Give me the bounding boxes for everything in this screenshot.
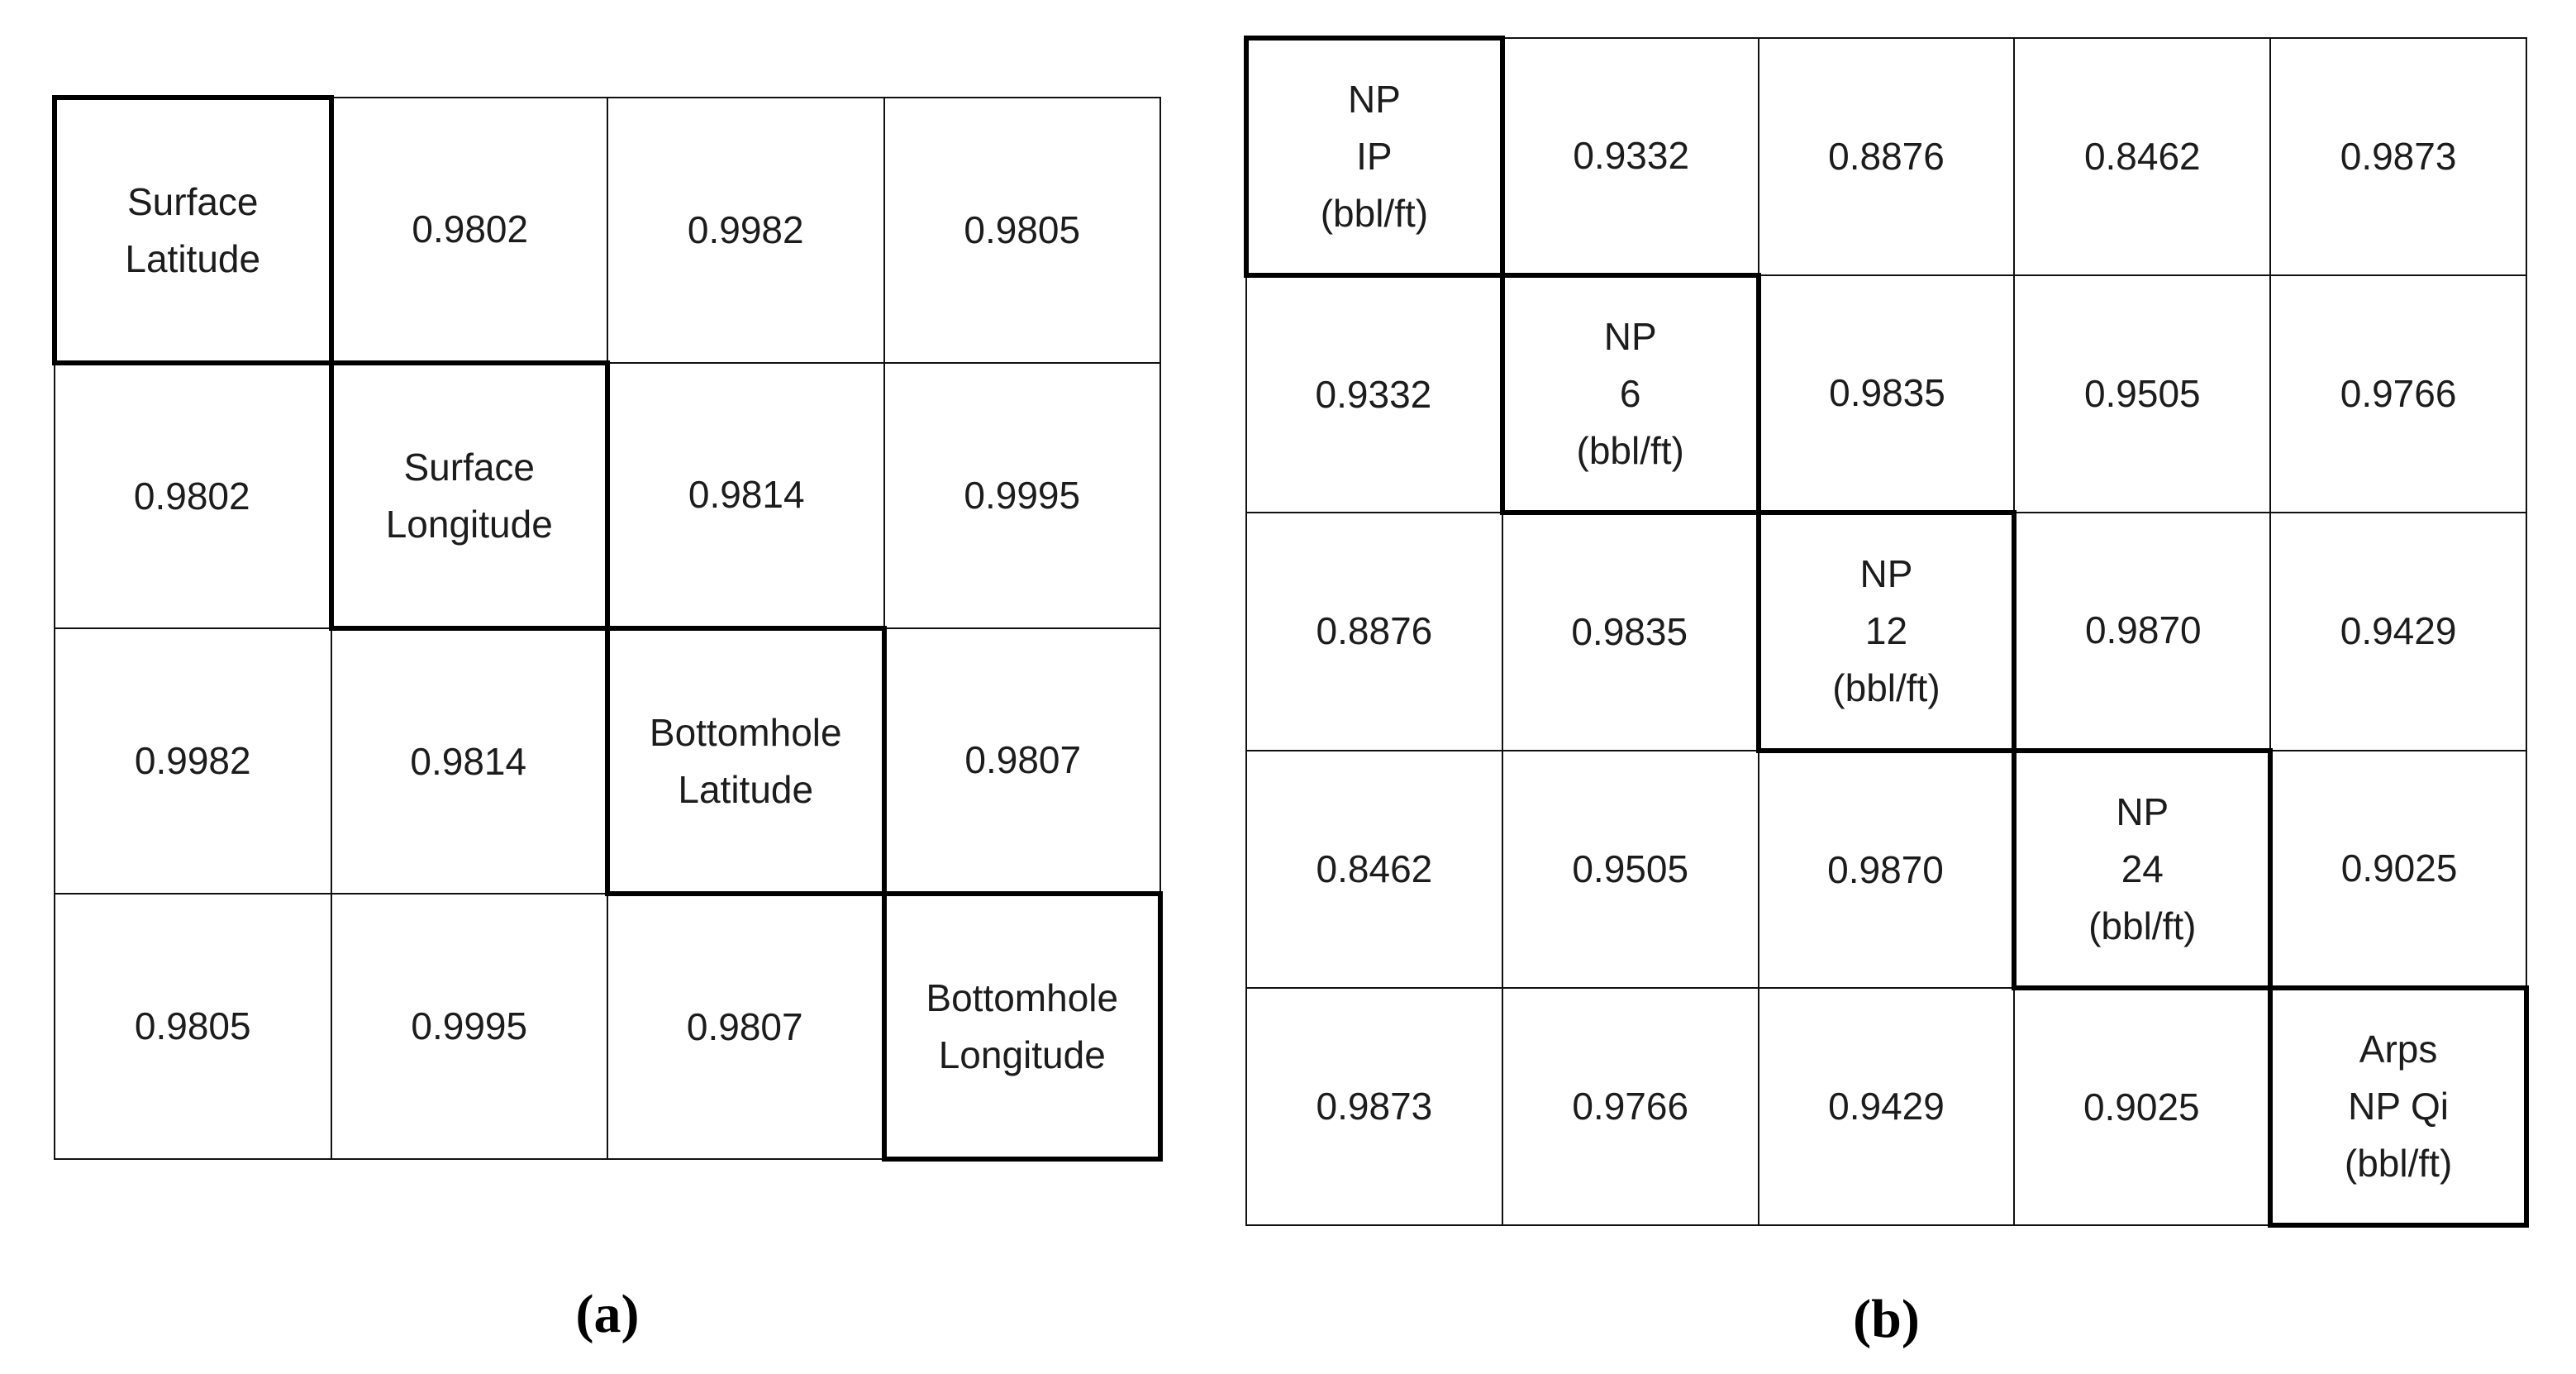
matrix-a-row: 0.9982 0.9814 Bottomhole Latitude 0.9807 [54,626,1161,896]
matrix-a-diagonal-variable-cell: Surface Longitude [328,360,610,631]
correlation-matrix-b: NP IP (bbl/ft) 0.9332 0.8876 0.8462 0.9873 0.… [1244,35,2529,1228]
matrix-a-row: 0.9805 0.9995 0.9807 Bottomhole Longitude [54,891,1163,1162]
matrix-a-correlation-value-cell: 0.9807 [607,893,885,1160]
matrix-b-correlation-value-cell: 0.8876 [1245,512,1503,751]
matrix-b-correlation-value-cell: 0.8462 [1245,749,1503,989]
matrix-b-correlation-value-cell: 0.9766 [2269,274,2527,514]
matrix-b-correlation-value-cell: 0.9025 [2013,986,2272,1227]
matrix-b-diagonal-variable-cell: NP 12 (bbl/ft) [1755,510,2017,753]
matrix-b-correlation-value-cell: 0.9870 [1757,749,2016,989]
matrix-b-diagonal-variable-cell: NP IP (bbl/ft) [1244,35,1505,279]
matrix-b-correlation-value-cell: 0.9505 [1501,749,1759,989]
matrix-b-correlation-value-cell: 0.9025 [2269,749,2527,989]
matrix-b-row: 0.8876 0.9835 NP 12 (bbl/ft) 0.9870 0.9429 [1245,510,2527,753]
matrix-b-row: NP IP (bbl/ft) 0.9332 0.8876 0.8462 0.9873 [1244,35,2527,279]
matrix-b-row: 0.8462 0.9505 0.9870 NP 24 (bbl/ft) 0.9025 [1245,747,2527,990]
matrix-b-diagonal-variable-cell: Arps NP Qi (bbl/ft) [2268,985,2529,1228]
matrix-a-row: Surface Latitude 0.9802 0.9982 0.9805 [52,95,1161,365]
correlation-matrix-a-body: Surface Latitude 0.9802 0.9982 0.9805 0.9802… [52,95,1163,1162]
matrix-a-correlation-value-cell: 0.9814 [330,627,608,895]
matrix-a-correlation-value-cell: 0.9805 [883,97,1161,364]
matrix-b-correlation-value-cell: 0.9873 [2269,36,2527,277]
correlation-matrix-a: Surface Latitude 0.9802 0.9982 0.9805 0.9802… [52,95,1163,1162]
panel-a-caption: (a) [575,1284,640,1344]
panel-b-caption: (b) [1853,1289,1920,1349]
correlation-matrix-b-body: NP IP (bbl/ft) 0.9332 0.8876 0.8462 0.9873 0.… [1244,35,2529,1228]
matrix-b-correlation-value-cell: 0.9835 [1757,274,2016,514]
matrix-b-correlation-value-cell: 0.9873 [1245,986,1503,1227]
matrix-b-correlation-value-cell: 0.9835 [1501,512,1759,751]
matrix-a-diagonal-variable-cell: Surface Latitude [52,95,334,365]
matrix-b-correlation-value-cell: 0.9332 [1501,36,1759,277]
matrix-a-correlation-value-cell: 0.9995 [883,362,1161,629]
matrix-b-correlation-value-cell: 0.9766 [1501,986,1759,1227]
matrix-a-diagonal-variable-cell: Bottomhole Longitude [881,891,1163,1162]
matrix-b-correlation-value-cell: 0.9429 [2269,512,2527,751]
matrix-a-correlation-value-cell: 0.9995 [330,893,608,1160]
matrix-b-row: 0.9873 0.9766 0.9429 0.9025 Arps NP Qi (bbl/… [1245,985,2529,1228]
matrix-b-diagonal-variable-cell: NP 24 (bbl/ft) [2012,747,2274,990]
matrix-a-correlation-value-cell: 0.9807 [883,627,1161,895]
matrix-b-correlation-value-cell: 0.8462 [2013,36,2272,277]
matrix-a-correlation-value-cell: 0.9805 [54,893,332,1160]
matrix-b-correlation-value-cell: 0.9870 [2013,512,2272,751]
matrix-b-row: 0.9332 NP 6 (bbl/ft) 0.9835 0.9505 0.9766 [1245,273,2527,516]
matrix-a-correlation-value-cell: 0.9982 [607,97,885,364]
matrix-a-correlation-value-cell: 0.9802 [330,97,608,364]
matrix-b-correlation-value-cell: 0.9505 [2013,274,2272,514]
matrix-b-diagonal-variable-cell: NP 6 (bbl/ft) [1499,273,1761,516]
matrix-a-diagonal-variable-cell: Bottomhole Latitude [605,626,887,896]
matrix-a-correlation-value-cell: 0.9802 [54,362,332,629]
matrix-a-correlation-value-cell: 0.9982 [54,627,332,895]
matrix-b-correlation-value-cell: 0.9429 [1757,986,2016,1227]
matrix-a-correlation-value-cell: 0.9814 [607,362,885,629]
matrix-a-row: 0.9802 Surface Longitude 0.9814 0.9995 [54,360,1161,631]
matrix-b-correlation-value-cell: 0.9332 [1245,274,1503,514]
matrix-b-correlation-value-cell: 0.8876 [1757,36,2016,277]
